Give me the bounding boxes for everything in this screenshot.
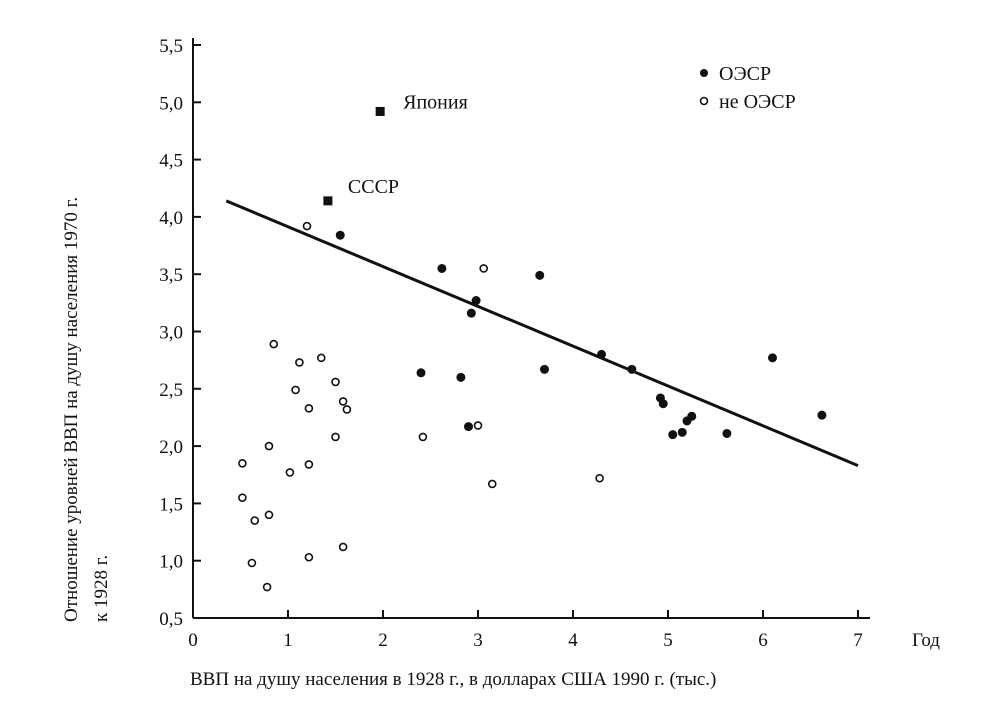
y-tick-label: 0,5 (159, 609, 183, 630)
non-oecd-point (342, 405, 352, 414)
oecd-point (687, 411, 697, 421)
legend-marker-oecd (700, 69, 708, 77)
non-oecd-point (487, 479, 497, 489)
annotation-marker (323, 196, 333, 206)
oecd-point (466, 308, 476, 318)
oecd-point (668, 430, 678, 440)
y-tick-label: 2,0 (159, 437, 183, 458)
non-oecd-point (285, 468, 295, 477)
non-oecd-point (304, 460, 314, 469)
non-oecd-point (479, 264, 489, 273)
x-tick-label: 2 (378, 630, 388, 651)
non-oecd-point (247, 558, 257, 568)
non-oecd-point (269, 339, 279, 349)
x-tick-label: 3 (473, 630, 483, 651)
y-tick-label: 3,0 (159, 323, 183, 344)
oecd-point (768, 353, 777, 363)
oecd-point (817, 410, 827, 420)
y-tick-label: 5,5 (159, 36, 183, 57)
legend-label-oecd: ОЭСР (719, 63, 771, 85)
oecd-point (464, 422, 473, 432)
non-oecd-point (302, 221, 312, 231)
oecd-point (416, 368, 426, 378)
oecd-point (335, 230, 345, 240)
y-ticks: 0,5 1,0 1,5 2,0 2,5 3,0 3,5 4,0 4,5 5,0 5,5 (159, 36, 201, 630)
legend-marker-non-oecd (699, 96, 709, 106)
oecd-point (677, 427, 687, 437)
x-tick-label: 7 (853, 630, 863, 651)
annotation-marker (375, 106, 385, 116)
annotations: Япония СССР (323, 91, 468, 206)
non-oecd-point (262, 582, 272, 592)
x-tick-label: 0 (188, 630, 198, 651)
non-oecd-point (304, 552, 314, 562)
oecd-point (597, 349, 606, 359)
y-tick-label: 1,0 (159, 552, 183, 573)
non-oecd-point (338, 397, 348, 406)
y-axis-title-line-1: Отношение уровней ВВП на душу населения … (61, 197, 82, 622)
non-oecd-point (250, 516, 260, 525)
non-oecd-point (238, 493, 247, 502)
non-oecd-point (331, 377, 340, 387)
non-oecd-point (238, 458, 247, 468)
oecd-point (540, 364, 549, 374)
axes (192, 38, 870, 619)
oecd-point (658, 399, 668, 409)
non-oecd-point (316, 353, 326, 363)
oecd-point (722, 428, 732, 438)
non-oecd-point (418, 432, 428, 442)
non-oecd-point (331, 432, 340, 442)
non-oecd-point (595, 473, 604, 483)
non-oecd-point (264, 510, 274, 520)
non-oecd-point (264, 441, 274, 451)
y-tick-label: 4,0 (159, 208, 183, 229)
x-axis-title: ВВП на душу населения в 1928 г., в долла… (190, 669, 716, 690)
oecd-point (535, 270, 545, 280)
oecd-point (627, 364, 637, 374)
x-tick-label: 4 (568, 630, 578, 651)
annotation-label: СССР (348, 176, 399, 198)
non-oecd-point (473, 421, 483, 430)
non-oecd-point (291, 385, 300, 395)
oecd-point (456, 372, 466, 382)
y-axis-title: Отношение уровней ВВП на душу населения … (61, 197, 112, 622)
legend-label-non-oecd: не ОЭСР (719, 91, 796, 113)
non-oecd-point (295, 358, 304, 367)
y-tick-label: 4,5 (159, 151, 183, 172)
x-tick-label: 6 (758, 630, 768, 651)
y-tick-label: 3,5 (159, 265, 183, 286)
oecd-point (437, 263, 447, 273)
y-tick-label: 5,0 (159, 93, 183, 114)
annotation-label: Япония (403, 91, 468, 113)
oecd-point (471, 296, 481, 306)
x-tick-label: 5 (663, 630, 673, 651)
x-axis-end-label: Год (912, 630, 940, 651)
y-tick-label: 2,5 (159, 380, 183, 401)
trend-line (225, 199, 859, 467)
non-oecd-point (338, 542, 348, 552)
y-tick-label: 1,5 (159, 494, 183, 515)
data-points (238, 221, 827, 592)
x-ticks: 0 1 2 3 4 5 6 7 (188, 610, 863, 651)
legend: ОЭСР не ОЭСР (699, 63, 796, 113)
y-axis-title-line-2: к 1928 г. (91, 555, 112, 622)
x-tick-label: 1 (283, 630, 293, 651)
non-oecd-point (304, 403, 314, 413)
